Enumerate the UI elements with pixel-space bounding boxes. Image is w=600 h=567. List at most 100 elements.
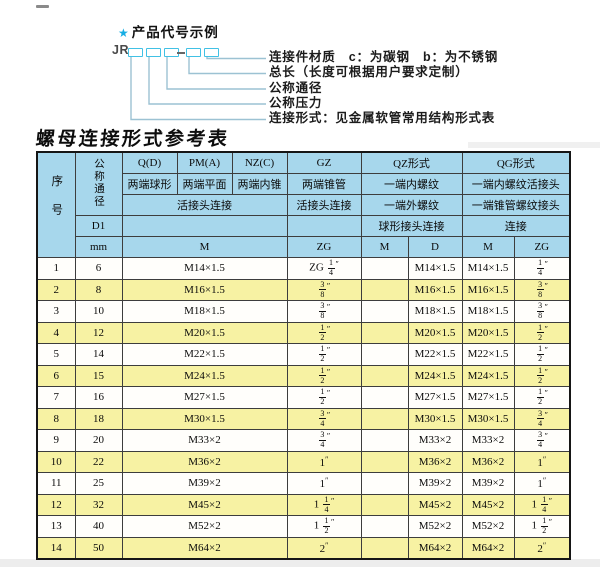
- page-title: 螺母连接形式参考表: [34, 128, 231, 150]
- header-unit: ZG: [286, 236, 362, 258]
- header-desc: 活接头连接: [121, 194, 288, 216]
- cell: M20×1.5: [407, 321, 463, 344]
- code-box-5: [204, 48, 219, 57]
- cell: [360, 536, 409, 560]
- cell: 1 2 ″: [513, 321, 571, 344]
- cell: 1 1 2 ″: [286, 515, 362, 538]
- cell: M24×1.5: [407, 364, 463, 387]
- table-row: 2 8 M16×1.5 3 8 ″ M16×1.5 M16×1.5 3 8 ″: [36, 278, 571, 301]
- cell: 14: [74, 343, 123, 366]
- header-unit: M: [360, 236, 409, 258]
- code-box-1: [128, 48, 143, 57]
- cell: 14: [36, 536, 76, 560]
- cell: M14×1.5: [461, 257, 515, 280]
- table-row: 5 14 M22×1.5 1 2 ″ M22×1.5 M22×1.5 1 2 ″: [36, 343, 571, 366]
- cell: 1 2 ″: [286, 386, 362, 409]
- label-diameter: 公称通径: [269, 81, 323, 95]
- cell: ZG 1 4 ″: [286, 257, 362, 280]
- nut-connection-table: 序号 公称通径 Q(D) PM(A) NZ(C) GZ QZ形式 QG形式 两端…: [36, 151, 572, 560]
- cell: M16×1.5: [407, 278, 463, 301]
- cell: 3 4 ″: [513, 429, 571, 452]
- cell: 6: [74, 257, 123, 280]
- header-desc: 球形接头连接: [360, 215, 463, 237]
- label-pressure: 公称压力: [269, 96, 323, 110]
- cell: 6: [36, 364, 76, 387]
- cell: 13: [36, 515, 76, 538]
- label-material: 连接件材质 c：为碳钢 b：为不锈钢: [269, 50, 498, 64]
- cell: 3 4 ″: [286, 407, 362, 430]
- diagram-heading-text: 产品代号示例: [131, 25, 219, 40]
- cell: M39×2: [407, 472, 463, 495]
- cell: [360, 343, 409, 366]
- cell: [360, 407, 409, 430]
- cell: 3 4 ″: [286, 429, 362, 452]
- cell: M64×2: [461, 536, 515, 560]
- header-desc: 两端内锥: [231, 173, 288, 195]
- header-d1: D1: [74, 215, 123, 237]
- header-empty: [286, 215, 362, 237]
- cell: 8: [74, 278, 123, 301]
- cell: 25: [74, 472, 123, 495]
- cell: M33×2: [407, 429, 463, 452]
- scan-streak: [468, 142, 600, 148]
- cell: 3 4 ″: [513, 407, 571, 430]
- cell: M14×1.5: [121, 257, 288, 280]
- cell: [360, 472, 409, 495]
- cell: 15: [74, 364, 123, 387]
- cell: 1 1 4 ″: [513, 493, 571, 516]
- cell: M18×1.5: [407, 300, 463, 323]
- cell: M36×2: [121, 450, 288, 473]
- cell: 3 8 ″: [513, 278, 571, 301]
- table-row: 12 32 M45×2 1 1 4 ″ M45×2 M45×2 1 1 4 ″: [36, 493, 571, 516]
- table-row: 9 20 M33×2 3 4 ″ M33×2 M33×2 3 4 ″: [36, 429, 571, 452]
- cell: 1 1 2 ″: [513, 515, 571, 538]
- cell: [360, 300, 409, 323]
- cell: 50: [74, 536, 123, 560]
- header-unit: ZG: [513, 236, 571, 258]
- header-diameter: 公称通径: [74, 151, 123, 216]
- cell: 2: [36, 278, 76, 301]
- header-col-qg: QG形式: [461, 151, 571, 174]
- cell: [360, 321, 409, 344]
- cell: 32: [74, 493, 123, 516]
- cell: M52×2: [461, 515, 515, 538]
- cell: 3 8 ″: [513, 300, 571, 323]
- table-row: 6 15 M24×1.5 1 2 ″ M24×1.5 M24×1.5 1 2 ″: [36, 364, 571, 387]
- connector-lines: [130, 57, 266, 121]
- cell: M30×1.5: [461, 407, 515, 430]
- cell: 1″: [286, 450, 362, 473]
- cell: 1″: [513, 450, 571, 473]
- code-dash: [177, 52, 185, 54]
- header-mm: mm: [74, 236, 123, 258]
- cell: 18: [74, 407, 123, 430]
- label-connection: 连接形式：见金属软管常用结构形式表: [269, 111, 496, 125]
- table-body: 1 6 M14×1.5 ZG 1 4 ″ M14×1.5 M14×1.5 1 4 ″ 2 8 M16×1.…: [36, 257, 571, 560]
- cell: M30×1.5: [407, 407, 463, 430]
- cell: M45×2: [407, 493, 463, 516]
- cell: 1″: [513, 472, 571, 495]
- code-box-2: [146, 48, 161, 57]
- table-row: 13 40 M52×2 1 1 2 ″ M52×2 M52×2 1 1 2 ″: [36, 515, 571, 538]
- header-desc: 一端内螺纹: [360, 173, 463, 195]
- cell: 1 2 ″: [286, 364, 362, 387]
- header-unit: M: [461, 236, 515, 258]
- cell: [360, 429, 409, 452]
- cell: [360, 450, 409, 473]
- header-desc: 连接: [461, 215, 571, 237]
- cell: M18×1.5: [461, 300, 515, 323]
- header-desc: 两端锥管: [286, 173, 362, 195]
- cell: M45×2: [461, 493, 515, 516]
- cell: 1 2 ″: [286, 343, 362, 366]
- cell: 1 2 ″: [286, 321, 362, 344]
- cell: M16×1.5: [121, 278, 288, 301]
- cell: 4: [36, 321, 76, 344]
- header-desc: 一端锥管螺纹接头: [461, 194, 571, 216]
- cell: [360, 278, 409, 301]
- cell: 3: [36, 300, 76, 323]
- cell: M45×2: [121, 493, 288, 516]
- cell: M16×1.5: [461, 278, 515, 301]
- cell: M24×1.5: [121, 364, 288, 387]
- cell: 10: [36, 450, 76, 473]
- cell: M18×1.5: [121, 300, 288, 323]
- header-desc: 两端平面: [176, 173, 233, 195]
